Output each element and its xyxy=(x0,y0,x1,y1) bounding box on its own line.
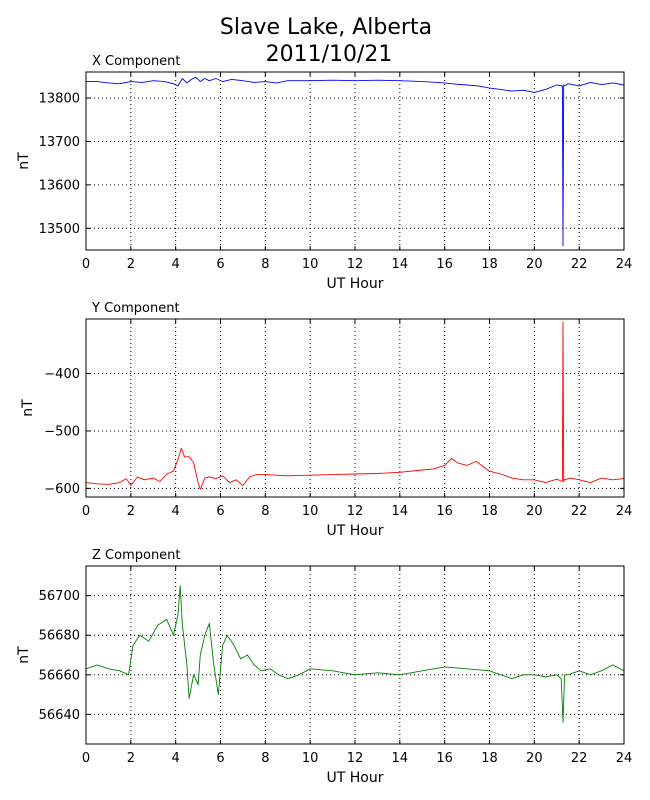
y-tick-label-z-0: 56640 xyxy=(39,708,80,723)
y-tick-label-y-0: −400 xyxy=(44,367,80,382)
series-line-x xyxy=(86,76,625,247)
x-tick-label-z-2: 4 xyxy=(172,751,180,766)
x-tick-label-z-10: 20 xyxy=(526,751,543,766)
x-tick-label-z-9: 18 xyxy=(481,751,498,766)
x-tick-label-x-4: 8 xyxy=(261,257,269,272)
x-tick-label-x-2: 4 xyxy=(172,257,180,272)
x-tick-label-x-9: 18 xyxy=(481,257,498,272)
x-tick-label-y-0: 0 xyxy=(82,504,90,519)
y-tick-label-x-2: 13700 xyxy=(39,135,80,150)
x-tick-label-y-6: 12 xyxy=(347,504,364,519)
x-axis-label-x: UT Hour xyxy=(327,276,384,292)
x-tick-label-z-8: 16 xyxy=(436,751,453,766)
panel-title-y: Y Component xyxy=(91,301,180,316)
x-tick-label-y-2: 4 xyxy=(172,504,180,519)
y-axis-label-z: nT xyxy=(16,646,32,664)
figure-title-line2: 2011/10/21 xyxy=(266,42,393,67)
x-tick-label-y-11: 22 xyxy=(571,504,588,519)
x-tick-label-x-11: 22 xyxy=(571,257,588,272)
x-tick-label-y-3: 6 xyxy=(216,504,224,519)
panels: 0 2 4 6 8 10 12 14 16 18 20 22 241350013600137001380… xyxy=(16,54,632,786)
x-tick-label-z-3: 6 xyxy=(216,751,224,766)
x-tick-label-y-7: 14 xyxy=(392,504,409,519)
y-axis-label-x: nT xyxy=(16,152,32,170)
x-tick-label-z-12: 24 xyxy=(616,751,633,766)
series-line-z xyxy=(85,585,625,723)
x-tick-label-x-6: 12 xyxy=(347,257,364,272)
series-line-y xyxy=(85,321,625,490)
y-tick-label-x-1: 13600 xyxy=(39,178,80,193)
x-tick-label-z-5: 10 xyxy=(302,751,319,766)
x-tick-label-x-7: 14 xyxy=(392,257,409,272)
x-tick-label-y-9: 18 xyxy=(481,504,498,519)
y-tick-label-y-2: −600 xyxy=(44,482,80,497)
y-tick-label-z-3: 56700 xyxy=(39,589,80,604)
x-tick-label-y-5: 10 xyxy=(302,504,319,519)
x-axis-label-y: UT Hour xyxy=(327,523,384,539)
x-tick-label-z-1: 2 xyxy=(127,751,135,766)
x-tick-label-z-11: 22 xyxy=(571,751,588,766)
figure-title-line1: Slave Lake, Alberta xyxy=(220,15,432,40)
panel-title-z: Z Component xyxy=(92,548,181,563)
y-tick-label-z-2: 56680 xyxy=(39,629,80,644)
panel-x: 0 2 4 6 8 10 12 14 16 18 20 22 241350013600137001380… xyxy=(16,54,632,292)
x-tick-label-x-12: 24 xyxy=(616,257,633,272)
x-tick-label-z-4: 8 xyxy=(261,751,269,766)
x-tick-label-y-12: 24 xyxy=(616,504,633,519)
x-tick-label-x-5: 10 xyxy=(302,257,319,272)
y-tick-label-z-1: 56660 xyxy=(39,668,80,683)
x-tick-label-z-0: 0 xyxy=(82,751,90,766)
x-tick-label-x-1: 2 xyxy=(127,257,135,272)
x-tick-label-y-4: 8 xyxy=(261,504,269,519)
x-tick-label-y-1: 2 xyxy=(127,504,135,519)
y-tick-label-x-3: 13800 xyxy=(39,92,80,107)
x-tick-label-x-8: 16 xyxy=(436,257,453,272)
panel-z: 0 2 4 6 8 10 12 14 16 18 20 22 245664056660566805670… xyxy=(16,548,632,786)
x-tick-label-y-10: 20 xyxy=(526,504,543,519)
x-tick-label-z-6: 12 xyxy=(347,751,364,766)
y-tick-label-x-0: 13500 xyxy=(39,222,80,237)
x-tick-label-y-8: 16 xyxy=(436,504,453,519)
y-axis-label-y: nT xyxy=(20,399,36,417)
x-tick-label-x-0: 0 xyxy=(82,257,90,272)
y-tick-label-y-1: −500 xyxy=(44,424,80,439)
x-tick-label-z-7: 14 xyxy=(392,751,409,766)
x-tick-label-x-10: 20 xyxy=(526,257,543,272)
x-axis-label-z: UT Hour xyxy=(327,770,384,786)
panel-title-x: X Component xyxy=(92,54,181,69)
x-tick-label-x-3: 6 xyxy=(216,257,224,272)
